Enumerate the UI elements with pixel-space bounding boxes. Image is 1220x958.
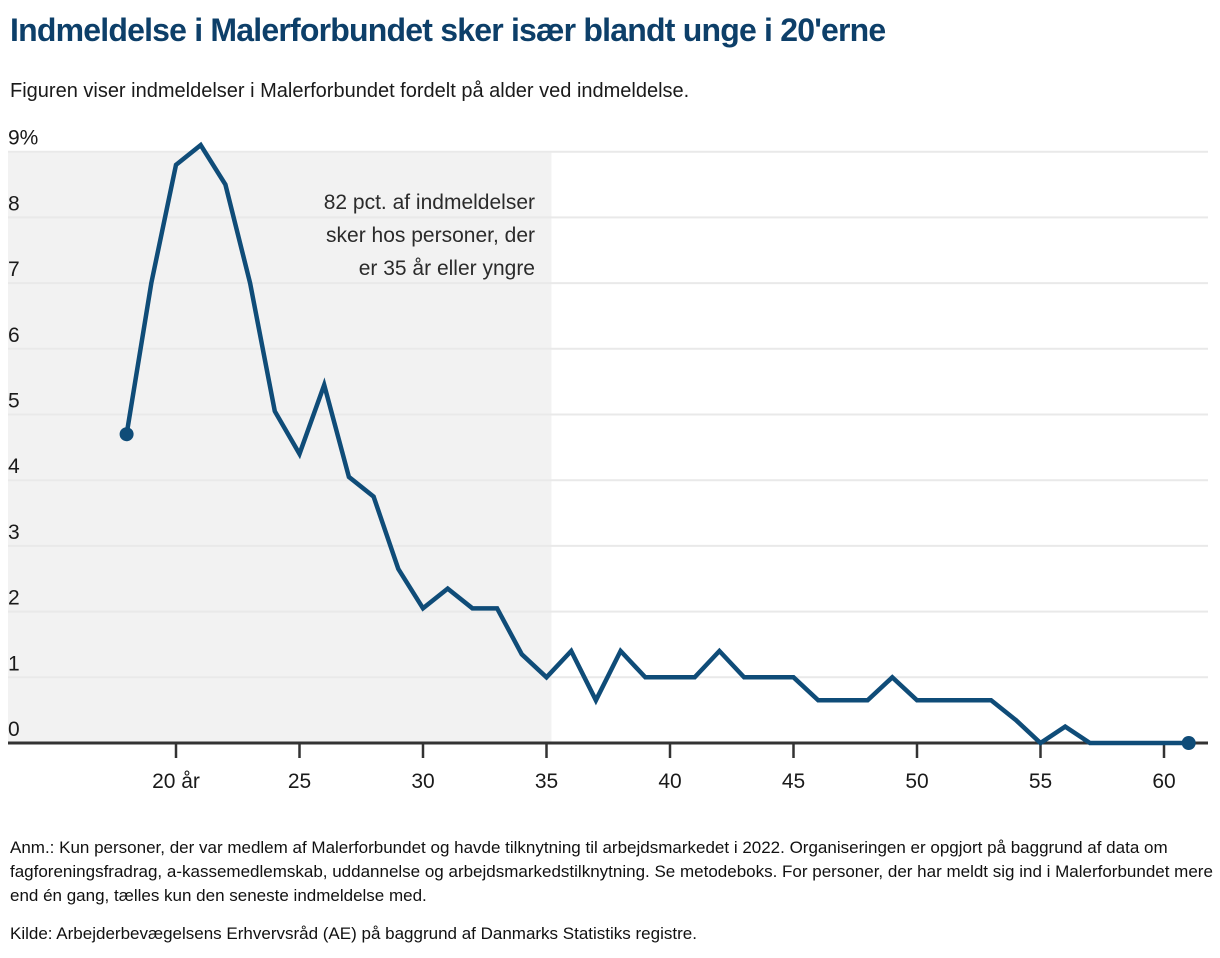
y-axis-tick-label: 9%: [8, 127, 38, 150]
x-axis-tick-label: 30: [411, 770, 434, 793]
endpoint-dot: [119, 427, 134, 442]
endpoint-dot: [1181, 736, 1196, 750]
x-axis-tick-label: 20 år: [152, 770, 200, 793]
x-axis-tick-label: 55: [1029, 770, 1052, 793]
chart-annotation: 82 pct. af indmeldelser sker hos persone…: [323, 191, 535, 280]
page-title: Indmeldelse i Malerforbundet sker især b…: [10, 12, 886, 48]
x-axis-tick-label: 40: [658, 770, 681, 793]
shaded-region: [8, 151, 552, 743]
y-axis-tick-label: 7: [8, 258, 20, 281]
x-axis-tick-label: 35: [535, 770, 558, 793]
x-axis-tick-label: 50: [905, 770, 928, 793]
y-axis-tick-label: 1: [8, 652, 20, 675]
x-axis-tick-label: 45: [782, 770, 805, 793]
y-axis-tick-label: 8: [8, 192, 20, 215]
y-axis-tick-label: 6: [8, 324, 20, 347]
y-axis-tick-label: 0: [8, 718, 20, 741]
y-axis-tick-label: 2: [8, 587, 20, 610]
y-axis-tick-label: 4: [8, 455, 20, 478]
x-axis-tick-label: 25: [288, 770, 311, 793]
y-axis-tick-label: 3: [8, 521, 20, 544]
data-series-line: [124, 141, 1191, 746]
footnote-note: Anm.: Kun personer, der var medlem af Ma…: [10, 838, 1213, 905]
line-chart: 9% 8 7 6 5 4 3 2 1 0 20 år 25 30 35 40 45 50 55 60: [8, 127, 1208, 793]
chart-subtitle: Figuren viser indmeldelser i Malerforbun…: [10, 80, 690, 102]
y-axis-tick-label: 5: [8, 390, 20, 413]
footnote-source: Kilde: Arbejderbevægelsens Erhvervsråd (…: [10, 924, 697, 943]
x-axis-tick-label: 60: [1152, 770, 1175, 793]
